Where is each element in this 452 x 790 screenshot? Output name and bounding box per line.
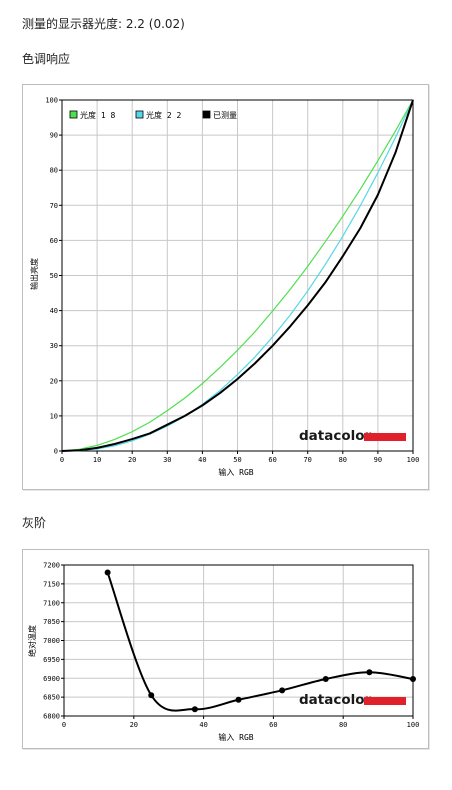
data-point: [104, 569, 111, 576]
x-tick-label: 20: [128, 456, 136, 464]
series-line-0: [106, 572, 414, 712]
tone-response-heading: 色调响应: [22, 52, 71, 66]
x-tick-label: 80: [339, 456, 347, 464]
series-line-2: [61, 99, 414, 452]
data-point: [235, 696, 242, 703]
y-tick-label: 50: [50, 272, 58, 280]
x-tick-label: 10: [93, 456, 101, 464]
x-axis-label: 输入 RGB: [218, 467, 253, 477]
tone-response-panel: 0 10 20 30 40 50 60 70 80 90 100 0 10 20 30 40 50 60 70 80…: [22, 84, 429, 490]
y-tick-label: 40: [50, 307, 58, 315]
y-tick-label: 80: [50, 167, 58, 175]
series-line-0: [61, 99, 414, 452]
data-point: [366, 669, 373, 676]
datacolor-logo-bar: [364, 433, 406, 441]
x-tick-label: 50: [233, 456, 241, 464]
legend-swatch-2: [202, 110, 211, 119]
y-tick-label: 90: [50, 132, 58, 140]
data-point: [191, 706, 198, 713]
legend-label-0: 光度 1 8: [80, 110, 115, 120]
grayscale-heading: 灰阶: [22, 516, 47, 530]
y-tick-label: 60: [50, 237, 58, 245]
y-tick-label: 10: [50, 412, 58, 420]
grayscale-panel: 0 20 40 60 80 100 6800 6850 6900 6950 7000 7050 710…: [22, 549, 429, 749]
y-tick-label: 7200: [43, 562, 60, 570]
data-point: [148, 692, 155, 699]
y-tick-label: 7100: [43, 599, 60, 607]
y-tick-label: 6800: [43, 713, 60, 721]
x-tick-label: 90: [374, 456, 382, 464]
y-tick-label: 7150: [43, 580, 60, 588]
x-tick-label: 80: [339, 721, 347, 729]
series-line-1: [61, 99, 414, 452]
y-tick-label: 20: [50, 377, 58, 385]
datacolor-logo-bar: [364, 697, 406, 705]
data-point: [279, 687, 286, 694]
x-tick-label: 0: [62, 721, 66, 729]
y-tick-label: 6850: [43, 694, 60, 702]
datacolor-logo: datacolor: [299, 428, 406, 444]
gamma-label: 测量的显示器光度: 2.2 (0.02): [22, 17, 185, 31]
x-tick-label: 30: [163, 456, 171, 464]
legend-label-2: 已测量: [213, 111, 237, 120]
datacolor-logo: datacolor: [299, 692, 406, 708]
y-tick-label: 70: [50, 202, 58, 210]
x-tick-label: 100: [407, 721, 420, 729]
x-tick-label: 60: [268, 456, 276, 464]
tone-response-chart: 0 10 20 30 40 50 60 70 80 90 100 0 10 20 30 40 50 60 70 80…: [29, 97, 420, 478]
legend-swatch-1: [135, 110, 144, 119]
x-axis-label: 输入 RGB: [218, 732, 253, 742]
y-axis-label: 绝对温度: [27, 625, 37, 657]
y-axis-label: 输出亮度: [29, 258, 39, 290]
y-tick-label: 6950: [43, 656, 60, 664]
x-tick-label: 100: [407, 456, 420, 464]
x-tick-label: 70: [303, 456, 311, 464]
y-tick-label: 0: [54, 448, 58, 456]
x-tick-label: 60: [269, 721, 277, 729]
datacolor-logo-text: datacolor: [299, 692, 372, 708]
data-point: [322, 676, 329, 683]
x-tick-label: 0: [60, 456, 64, 464]
plot-frame: [61, 99, 414, 452]
y-tick-label: 7050: [43, 618, 60, 626]
y-tick-label: 6900: [43, 675, 60, 683]
legend-swatch-0: [69, 110, 78, 119]
plot-frame: [63, 564, 414, 717]
legend-label-1: 光度 2 2: [146, 110, 181, 120]
datacolor-logo-text: datacolor: [299, 428, 372, 444]
x-tick-label: 20: [130, 721, 138, 729]
y-tick-label: 100: [45, 97, 58, 105]
y-tick-label: 30: [50, 342, 58, 350]
grayscale-chart: 0 20 40 60 80 100 6800 6850 6900 6950 7000 7050 710…: [27, 562, 420, 743]
x-tick-label: 40: [199, 721, 207, 729]
x-tick-label: 40: [198, 456, 206, 464]
y-tick-label: 7000: [43, 637, 60, 645]
data-point: [410, 676, 416, 683]
